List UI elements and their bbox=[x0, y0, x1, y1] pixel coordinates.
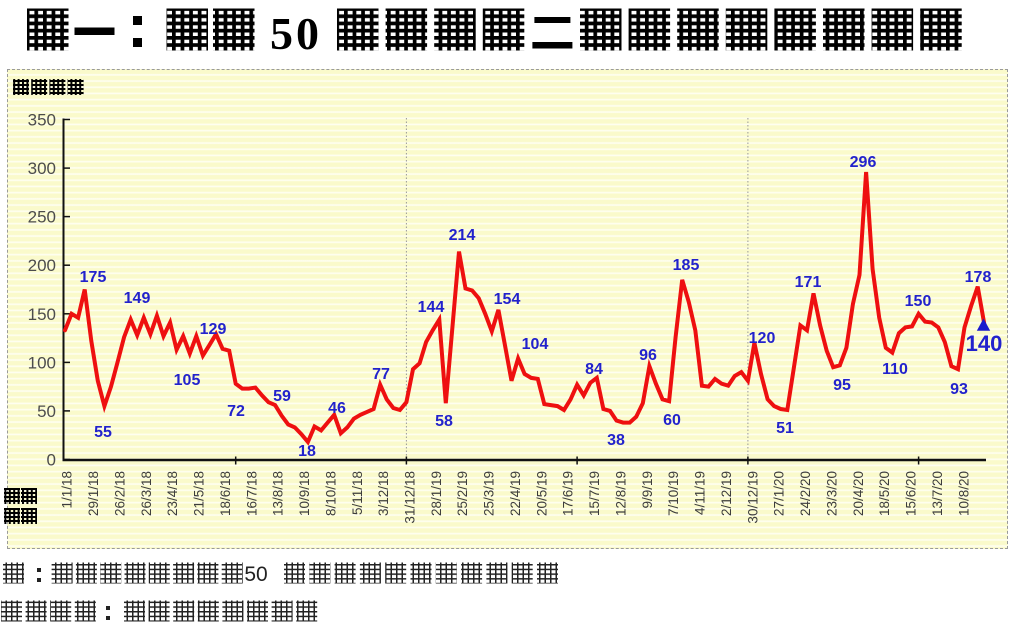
svg-text:13/7/20: 13/7/20 bbox=[930, 471, 945, 516]
svg-text:8/10/18: 8/10/18 bbox=[323, 471, 338, 516]
svg-text:9/9/19: 9/9/19 bbox=[640, 471, 655, 509]
svg-text:0: 0 bbox=[47, 451, 56, 470]
svg-text:26/3/18: 26/3/18 bbox=[139, 471, 154, 516]
svg-text:13/8/18: 13/8/18 bbox=[271, 471, 286, 516]
svg-text:30/12/19: 30/12/19 bbox=[745, 471, 760, 524]
svg-text:29/1/18: 29/1/18 bbox=[86, 471, 101, 516]
svg-text:72: 72 bbox=[227, 403, 245, 420]
svg-text:26/2/18: 26/2/18 bbox=[112, 471, 127, 516]
svg-text:185: 185 bbox=[673, 257, 700, 274]
svg-text:23/4/18: 23/4/18 bbox=[165, 471, 180, 516]
svg-text:171: 171 bbox=[795, 274, 822, 291]
svg-text:59: 59 bbox=[273, 388, 291, 405]
svg-text:23/3/20: 23/3/20 bbox=[824, 471, 839, 516]
svg-text:21/5/18: 21/5/18 bbox=[192, 471, 207, 516]
svg-text:12/8/19: 12/8/19 bbox=[614, 471, 629, 516]
svg-text:50: 50 bbox=[244, 563, 267, 586]
svg-text:175: 175 bbox=[80, 269, 107, 286]
svg-text:100: 100 bbox=[28, 353, 56, 372]
svg-text:55: 55 bbox=[94, 424, 112, 441]
svg-text:2/12/19: 2/12/19 bbox=[719, 471, 734, 516]
svg-text:105: 105 bbox=[174, 372, 201, 389]
svg-text:60: 60 bbox=[663, 412, 681, 429]
svg-text:350: 350 bbox=[28, 111, 56, 130]
svg-text:22/4/19: 22/4/19 bbox=[508, 471, 523, 516]
svg-text:140: 140 bbox=[966, 331, 1003, 356]
svg-text:1/1/18: 1/1/18 bbox=[60, 471, 75, 509]
svg-text:24/2/20: 24/2/20 bbox=[798, 471, 813, 516]
svg-text:200: 200 bbox=[28, 256, 56, 275]
svg-text:28/1/19: 28/1/19 bbox=[429, 471, 444, 516]
svg-text:10/8/20: 10/8/20 bbox=[956, 471, 971, 516]
svg-text:18/6/18: 18/6/18 bbox=[218, 471, 233, 516]
svg-text:214: 214 bbox=[449, 227, 476, 244]
svg-text:31/12/18: 31/12/18 bbox=[403, 471, 418, 524]
svg-text:144: 144 bbox=[418, 299, 445, 316]
svg-text:154: 154 bbox=[494, 291, 521, 308]
svg-text:149: 149 bbox=[124, 290, 151, 307]
svg-text:20/4/20: 20/4/20 bbox=[851, 471, 866, 516]
svg-text:3/12/18: 3/12/18 bbox=[376, 471, 391, 516]
svg-text:15/7/19: 15/7/19 bbox=[587, 471, 602, 516]
svg-text:20/5/19: 20/5/19 bbox=[534, 471, 549, 516]
svg-text:27/1/20: 27/1/20 bbox=[772, 471, 787, 516]
svg-text:296: 296 bbox=[850, 154, 877, 171]
svg-text:300: 300 bbox=[28, 159, 56, 178]
svg-text:150: 150 bbox=[28, 305, 56, 324]
svg-text:18/5/20: 18/5/20 bbox=[877, 471, 892, 516]
svg-text:10/9/18: 10/9/18 bbox=[297, 471, 312, 516]
svg-text:16/7/18: 16/7/18 bbox=[244, 471, 259, 516]
svg-text:150: 150 bbox=[905, 293, 932, 310]
svg-text:93: 93 bbox=[950, 381, 968, 398]
svg-text:51: 51 bbox=[776, 420, 794, 437]
svg-text:77: 77 bbox=[372, 366, 390, 383]
svg-text:110: 110 bbox=[882, 361, 908, 378]
svg-text:84: 84 bbox=[585, 361, 603, 378]
svg-text:38: 38 bbox=[607, 432, 625, 449]
svg-text:25/3/19: 25/3/19 bbox=[482, 471, 497, 516]
svg-text:4/11/19: 4/11/19 bbox=[693, 471, 708, 515]
svg-text:50: 50 bbox=[270, 8, 322, 59]
svg-text:46: 46 bbox=[328, 400, 346, 417]
svg-text:18: 18 bbox=[298, 443, 316, 460]
svg-text:7/10/19: 7/10/19 bbox=[666, 471, 681, 516]
svg-text:15/6/20: 15/6/20 bbox=[904, 471, 919, 516]
svg-text:17/6/19: 17/6/19 bbox=[561, 471, 576, 516]
svg-text:178: 178 bbox=[965, 269, 992, 286]
svg-text:50: 50 bbox=[37, 402, 56, 421]
svg-text:250: 250 bbox=[28, 208, 56, 227]
svg-text:96: 96 bbox=[639, 347, 657, 364]
svg-text:5/11/18: 5/11/18 bbox=[350, 471, 365, 515]
svg-text:120: 120 bbox=[749, 330, 776, 347]
svg-text:95: 95 bbox=[833, 377, 851, 394]
svg-text:129: 129 bbox=[200, 321, 227, 338]
svg-text:104: 104 bbox=[522, 336, 549, 353]
svg-text:25/2/19: 25/2/19 bbox=[455, 471, 470, 516]
svg-text:58: 58 bbox=[435, 413, 453, 430]
